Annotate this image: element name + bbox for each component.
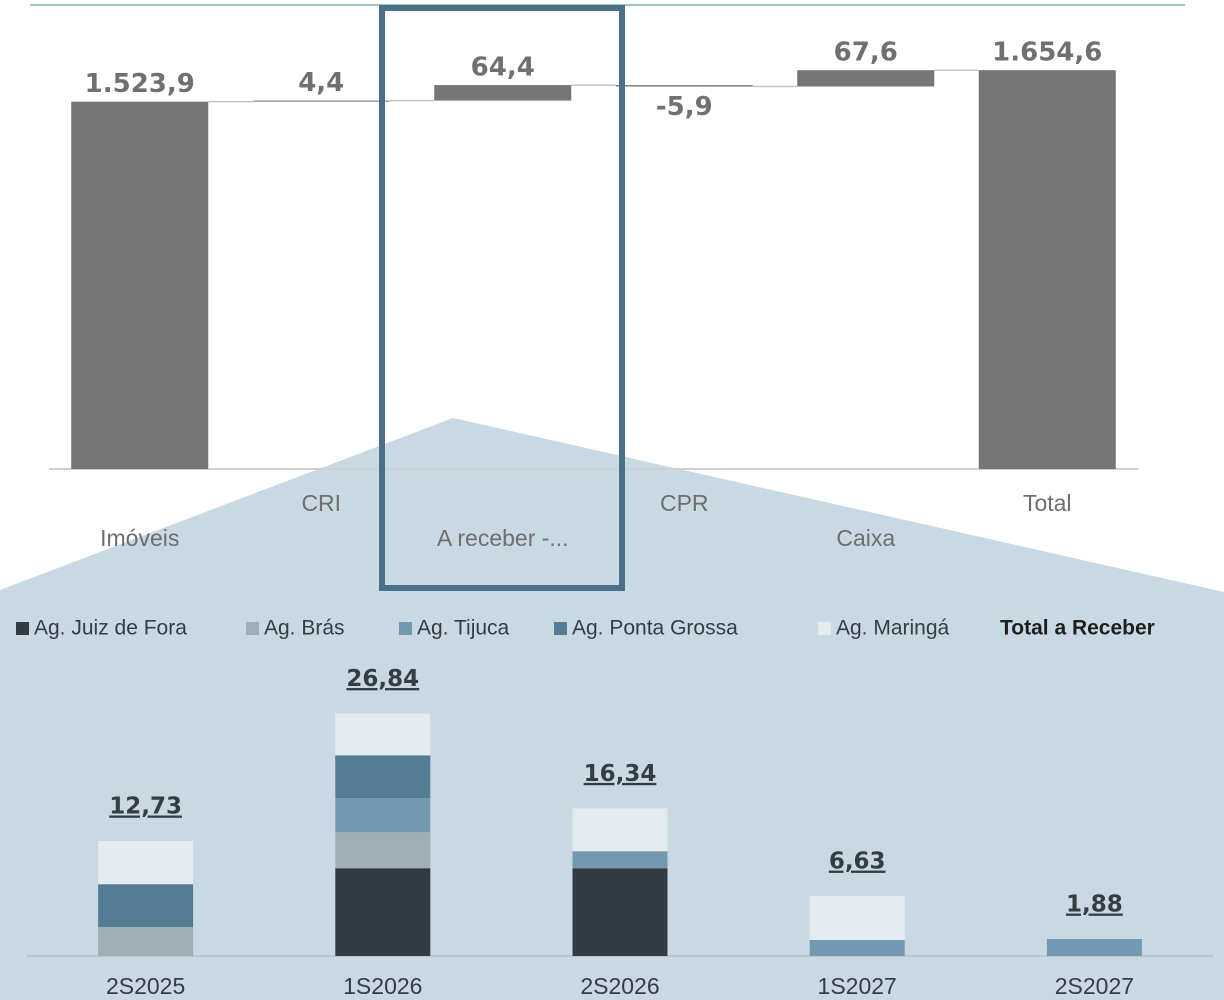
bar-segment xyxy=(335,832,431,869)
legend-label: Total a Receber xyxy=(1000,617,1155,640)
x-tick-label: 1S2027 xyxy=(818,973,897,999)
bar-segment xyxy=(572,808,668,852)
x-tick-label: 2S2027 xyxy=(1055,973,1134,999)
total-label: 26,84 xyxy=(346,666,419,692)
legend-swatch xyxy=(554,622,567,635)
marks: 1.523,9 Imóveis 4,4 CRI 64,4 A receber -... -5… xyxy=(16,38,1155,999)
legend-label: Ag. Maringá xyxy=(836,617,950,640)
x-tick-label: 2S2026 xyxy=(580,973,659,999)
data-label: -5,9 xyxy=(656,92,713,122)
bar-segment xyxy=(572,851,668,869)
legend-swatch xyxy=(818,622,831,635)
bar xyxy=(252,100,390,102)
x-tick-label: Total xyxy=(1023,490,1072,516)
x-tick-label: CRI xyxy=(301,490,341,516)
bar xyxy=(978,70,1116,470)
x-tick-label: CPR xyxy=(660,490,709,516)
total-label: 12,73 xyxy=(109,794,182,820)
bar xyxy=(434,85,572,101)
legend-label: Ag. Brás xyxy=(264,617,345,640)
data-label: 1.523,9 xyxy=(85,69,195,99)
bar-segment xyxy=(335,798,431,833)
bar xyxy=(797,70,935,87)
data-label: 4,4 xyxy=(298,68,344,98)
data-label: 64,4 xyxy=(471,53,535,83)
x-tick-label: A receber -... xyxy=(437,525,569,551)
x-tick-label: 2S2025 xyxy=(106,973,185,999)
total-label: 16,34 xyxy=(584,761,657,787)
legend-label: Ag. Ponta Grossa xyxy=(572,617,738,640)
total-label: 1,88 xyxy=(1066,892,1123,918)
bar-segment xyxy=(335,868,431,956)
total-label: 6,63 xyxy=(829,849,886,875)
x-tick-label: Caixa xyxy=(836,525,895,551)
data-label: 1.654,6 xyxy=(992,38,1102,68)
data-label: 67,6 xyxy=(834,38,898,68)
highlight-box xyxy=(379,5,625,591)
bar-segment xyxy=(809,940,905,956)
zoom-fan xyxy=(0,418,1224,1000)
legend-label: Ag. Juiz de Fora xyxy=(34,617,187,640)
bar-segment xyxy=(98,927,194,956)
legend-swatch xyxy=(399,622,412,635)
legend-swatch xyxy=(246,622,259,635)
x-tick-label: 1S2026 xyxy=(343,973,422,999)
bar xyxy=(615,85,753,87)
bar-segment xyxy=(335,713,431,756)
bar-segment xyxy=(98,884,194,928)
bar-segment xyxy=(809,896,905,941)
bar-segment xyxy=(98,841,194,885)
bar-segment xyxy=(572,868,668,956)
bar-segment xyxy=(1046,939,1142,956)
x-tick-label: Imóveis xyxy=(100,525,179,551)
legend-label: Ag. Tijuca xyxy=(417,617,510,640)
bar xyxy=(71,101,209,469)
bar-segment xyxy=(335,755,431,799)
legend-swatch xyxy=(16,622,29,635)
